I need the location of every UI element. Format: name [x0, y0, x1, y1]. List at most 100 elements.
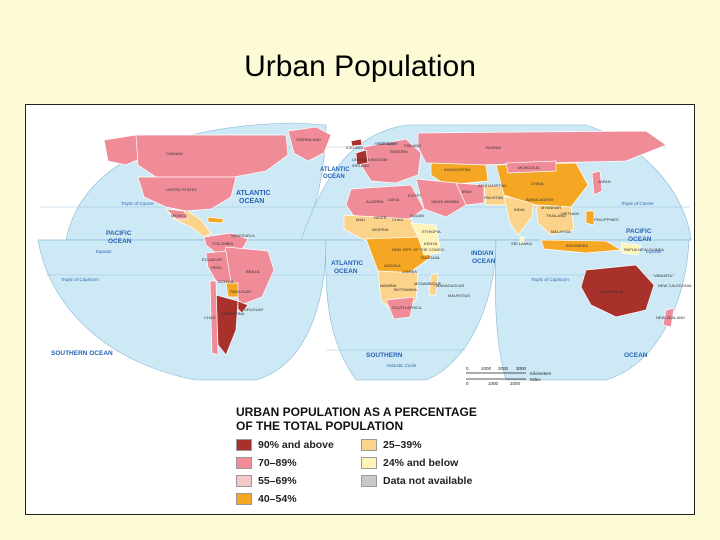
atlantic-ocean-label-south-2: OCEAN — [334, 268, 358, 275]
mongolia-shape — [505, 160, 557, 174]
legend-item-40-54: 40–54% — [236, 493, 297, 505]
central-asia-shape — [430, 162, 489, 186]
papua-new-guinea-shape — [620, 242, 642, 256]
scale-mi-label: Miles — [530, 377, 541, 382]
scale-km-tick-0: 0 — [466, 366, 469, 371]
legend-swatch-70-89 — [236, 457, 252, 469]
ocean-lobe-south-america — [37, 239, 327, 381]
southern-ocean-label-east: OCEAN — [624, 352, 648, 359]
label-chad: CHAD — [392, 217, 403, 222]
caribbean-shape — [207, 216, 225, 224]
iceland-shape — [350, 138, 363, 147]
label-norway: NORWAY — [378, 141, 396, 146]
atlantic-ocean-label-north-2: OCEAN — [239, 198, 264, 205]
southeast-asia-shape — [535, 204, 575, 236]
label-russia: RUSSIA — [486, 145, 501, 150]
atlantic-ocean-label-mid: ATLANTIC — [320, 167, 350, 173]
legend: URBAN POPULATION AS A PERCENTAGE OF THE … — [236, 405, 496, 513]
label-finland: FINLAND — [404, 143, 421, 148]
label-ireland: IRELAND — [352, 163, 369, 168]
label-peru: PERU — [211, 265, 222, 270]
label-sweden: SWEDEN — [390, 149, 408, 154]
label-mozambique: MOZAMBIQUE — [414, 281, 442, 286]
indian-ocean-label-2: OCEAN — [472, 258, 496, 265]
antarctic-circle-label: Antarctic Circle — [385, 363, 417, 368]
label-australia: AUSTRALIA — [601, 289, 624, 294]
pacific-ocean-label-east-2: OCEAN — [628, 236, 652, 243]
scale-mi-tick-2000: 2000 — [510, 381, 521, 386]
label-nigeria: NIGERIA — [372, 227, 389, 232]
line-labels: Arctic Circle Tropic of Cancer Tropic of… — [61, 141, 662, 368]
legend-title: URBAN POPULATION AS A PERCENTAGE OF THE … — [236, 405, 477, 433]
label-india: INDIA — [514, 207, 525, 212]
pacific-ocean-label-east: PACIFIC — [626, 228, 652, 235]
scale-km-tick-3000: 3000 — [516, 366, 527, 371]
label-japan: JAPAN — [598, 179, 611, 184]
country-labels: GREENLAND CANADA UNITED STATES MEXICO CO… — [166, 137, 692, 320]
legend-item-70-89: 70–89% — [236, 457, 297, 469]
europe-shape — [360, 138, 422, 184]
atlantic-ocean-label-north: ATLANTIC — [236, 190, 270, 197]
philippines-shape — [585, 210, 595, 226]
label-argentina: ARGENTINA — [221, 311, 245, 316]
label-mexico: MEXICO — [171, 213, 187, 218]
label-mongolia: MONGOLIA — [518, 165, 540, 170]
label-saudi-arabia: SAUDI ARABIA — [431, 199, 459, 204]
russia-shape — [417, 130, 667, 166]
label-niger: NIGER — [374, 215, 387, 220]
scale-km-tick-2000: 2000 — [498, 366, 509, 371]
southern-ocean-label-mid: SOUTHERN — [366, 352, 403, 359]
indian-ocean-label: INDIAN — [471, 250, 494, 257]
label-china: CHINA — [531, 181, 544, 186]
legend-item-55-69: 55–69% — [236, 475, 297, 487]
slide-title: Urban Population — [244, 50, 476, 83]
label-kazakhstan: KAZAKHSTAN — [444, 167, 470, 172]
legend-label-not-available: Data not available — [383, 475, 473, 487]
label-thailand: THAILAND — [546, 213, 566, 218]
ocean-labels: ATLANTIC OCEAN ATLANTIC OCEAN PACIFIC OC… — [51, 167, 652, 359]
label-chile: CHILE — [204, 315, 216, 320]
pacific-ocean-label-west: PACIFIC — [106, 230, 132, 237]
label-afghanistan: AFGHANISTAN — [478, 183, 506, 188]
ocean-lobe-indian-pacific — [495, 239, 690, 381]
equator-label-east: Equator — [646, 249, 662, 254]
legend-swatch-not-available — [361, 475, 377, 487]
tropic-of-capricorn-label-east: Tropic of Capricorn — [531, 277, 569, 282]
central-africa-shape — [365, 236, 432, 276]
atlantic-ocean-label-mid-2: OCEAN — [323, 174, 345, 180]
label-papua-new-guinea: PAPUA NEW GUINEA — [624, 247, 664, 252]
arctic-circle-label: Arctic Circle — [373, 141, 398, 146]
label-uruguay: URUGUAY — [244, 307, 264, 312]
label-algeria: ALGERIA — [366, 199, 384, 204]
legend-item-90-above: 90% and above — [236, 439, 334, 451]
label-ethiopia: ETHIOPIA — [422, 229, 441, 234]
alaska-shape — [103, 134, 145, 166]
atlantic-ocean-label-south: ATLANTIC — [331, 260, 363, 267]
iran-shape — [455, 182, 485, 206]
legend-label-24-below: 24% and below — [383, 457, 459, 469]
label-new-caledonia: NEW CALEDONIA — [658, 283, 692, 288]
scale-km-label: Kilometers — [530, 371, 552, 376]
land — [103, 126, 675, 356]
legend-items: 90% and above 70–89% 55–69% 40–54% 25–39… — [236, 439, 496, 513]
label-malaysia: MALAYSIA — [551, 229, 571, 234]
label-sri-lanka: SRI LANKA — [511, 241, 532, 246]
legend-item-25-39: 25–39% — [361, 439, 422, 451]
pacific-ocean-label-west-2: OCEAN — [108, 238, 132, 245]
legend-swatch-40-54 — [236, 493, 252, 505]
label-venezuela: VENEZUELA — [231, 233, 255, 238]
label-egypt: EGYPT — [408, 193, 422, 198]
equator-label-west: Equator — [96, 249, 112, 254]
mexico-urban-shape — [165, 208, 189, 220]
tropic-of-capricorn-label-west: Tropic of Capricorn — [61, 277, 99, 282]
scale-bar: 0 1000 2000 3000 Kilometers 0 1000 2000 … — [466, 366, 552, 386]
southern-ocean-label-west: SOUTHERN OCEAN — [51, 350, 113, 357]
legend-swatch-55-69 — [236, 475, 252, 487]
label-mali: MALI — [356, 217, 365, 222]
south-africa-shape — [385, 296, 415, 320]
label-angola: ANGOLA — [384, 263, 401, 268]
map-frame: ATLANTIC OCEAN ATLANTIC OCEAN PACIFIC OC… — [25, 104, 695, 515]
legend-label-40-54: 40–54% — [258, 493, 297, 505]
label-bangladesh: BANGLADESH — [526, 197, 553, 202]
label-bolivia: BOLIVIA — [218, 279, 234, 284]
